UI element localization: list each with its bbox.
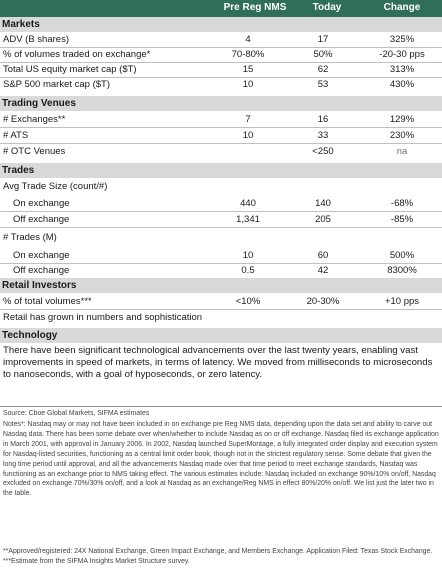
row-divider [0, 77, 442, 78]
value-change: -20-30 pps [379, 49, 425, 60]
value-pre-reg: 10 [242, 250, 254, 261]
row-label: # Exchanges** [3, 114, 66, 125]
value-pre-reg: 70-80% [231, 49, 265, 60]
value-change: 325% [389, 34, 415, 45]
value-today: 53 [317, 79, 329, 90]
row-divider [0, 309, 442, 310]
value-change: -85% [390, 214, 414, 225]
value-today: 140 [315, 198, 331, 209]
value-pre-reg: 1,341 [236, 214, 260, 225]
row-label: Off exchange [13, 265, 70, 276]
value-change: -68% [390, 198, 414, 209]
value-today: 20-30% [306, 296, 340, 307]
table-row: Off exchange 1,341 205 -85% [0, 214, 442, 226]
value-today: 33 [317, 130, 329, 141]
value-change: +10 pps [384, 296, 420, 307]
table-header: Pre Reg NMS Today Change [0, 0, 442, 17]
value-pre-reg: 440 [240, 198, 256, 209]
value-today: 17 [317, 34, 329, 45]
row-label: # ATS [3, 130, 29, 141]
table-row: Off exchange 0.5 42 8300% [0, 265, 442, 277]
number-of-trades-label: # Trades (M) [3, 232, 57, 243]
section-technology: Technology [0, 328, 442, 343]
table-subheading: # Trades (M) [0, 232, 442, 244]
footer-divider [0, 406, 442, 407]
table-row: # ATS 10 33 230% [0, 130, 442, 142]
value-change: 313% [389, 64, 415, 75]
row-label: On exchange [13, 198, 70, 209]
section-trading-venues: Trading Venues [0, 96, 442, 111]
value-today: <250 [312, 146, 334, 157]
section-trades: Trades [0, 163, 442, 178]
value-pre-reg: 0.5 [241, 265, 255, 276]
col-today-header: Today [312, 2, 342, 13]
table-row: % of total volumes*** <10% 20-30% +10 pp… [0, 296, 442, 308]
row-divider [0, 62, 442, 63]
row-label: # OTC Venues [3, 146, 66, 157]
value-today: 16 [317, 114, 329, 125]
technology-paragraph: There have been significant technologica… [3, 345, 433, 380]
value-today: 205 [315, 214, 331, 225]
row-divider [0, 227, 442, 228]
row-divider [0, 263, 442, 264]
retail-note: Retail has grown in numbers and sophisti… [0, 312, 442, 324]
value-change: na [396, 146, 408, 157]
value-pre-reg: 7 [245, 114, 251, 125]
value-change: 129% [389, 114, 415, 125]
row-label: Total US equity market cap ($T) [3, 64, 137, 75]
row-label: % of volumes traded on exchange* [3, 49, 151, 60]
value-change: 430% [389, 79, 415, 90]
footnote-exchanges: **Approved/registered: 24X National Exch… [3, 548, 433, 565]
value-pre-reg: 4 [245, 34, 251, 45]
table-row: On exchange 10 60 500% [0, 250, 442, 262]
row-label: S&P 500 market cap ($T) [3, 79, 111, 90]
value-pre-reg: <10% [235, 296, 261, 307]
table-row: On exchange 440 140 -68% [0, 198, 442, 210]
col-pre-reg-nms-header: Pre Reg NMS [223, 2, 287, 13]
row-divider [0, 143, 442, 144]
value-pre-reg: 10 [242, 79, 254, 90]
avg-trade-size-label: Avg Trade Size (count/#) [3, 181, 108, 192]
value-today: 42 [317, 265, 329, 276]
value-today: 62 [317, 64, 329, 75]
row-divider [0, 47, 442, 48]
col-change-header: Change [383, 2, 421, 13]
value-today: 50% [313, 49, 333, 60]
value-pre-reg: 15 [242, 64, 254, 75]
table-row: % of volumes traded on exchange* 70-80% … [0, 49, 442, 61]
row-label: % of total volumes*** [3, 296, 92, 307]
table-row: # Exchanges** 7 16 129% [0, 114, 442, 126]
row-divider [0, 127, 442, 128]
value-change: 230% [389, 130, 415, 141]
row-label: ADV (B shares) [3, 34, 69, 45]
table-row: ADV (B shares) 4 17 325% [0, 34, 442, 46]
row-label: On exchange [13, 250, 70, 261]
value-today: 60 [317, 250, 329, 261]
row-divider [0, 211, 442, 212]
source-line: Source: Cboe Global Markets, SIFMA estim… [3, 410, 150, 417]
value-change: 8300% [387, 265, 417, 276]
retail-note-text: Retail has grown in numbers and sophisti… [3, 312, 203, 323]
section-markets: Markets [0, 17, 442, 32]
value-pre-reg: 10 [242, 130, 254, 141]
value-change: 500% [389, 250, 415, 261]
table-row: # OTC Venues <250 na [0, 146, 442, 158]
table-subheading: Avg Trade Size (count/#) [0, 181, 442, 193]
notes-paragraph: Notes*: Nasdaq may or may not have been … [3, 421, 439, 498]
table-row: S&P 500 market cap ($T) 10 53 430% [0, 79, 442, 91]
row-label: Off exchange [13, 214, 70, 225]
section-retail-investors: Retail Investors [0, 278, 442, 293]
table-row: Total US equity market cap ($T) 15 62 31… [0, 64, 442, 76]
